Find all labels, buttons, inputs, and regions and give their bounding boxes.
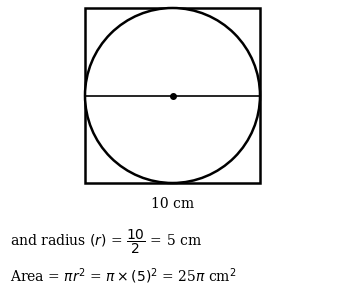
Bar (85, 8, 260, 183)
Text: and radius $(r)$ = $\dfrac{10}{2}$ = 5 cm: and radius $(r)$ = $\dfrac{10}{2}$ = 5 c… (10, 228, 202, 256)
Text: 10 cm: 10 cm (151, 197, 194, 211)
Circle shape (85, 8, 260, 183)
Text: Area = $\pi r^2$ = $\pi \times (5)^2$ = 25$\pi$ cm$^2$: Area = $\pi r^2$ = $\pi \times (5)^2$ = … (10, 266, 237, 285)
